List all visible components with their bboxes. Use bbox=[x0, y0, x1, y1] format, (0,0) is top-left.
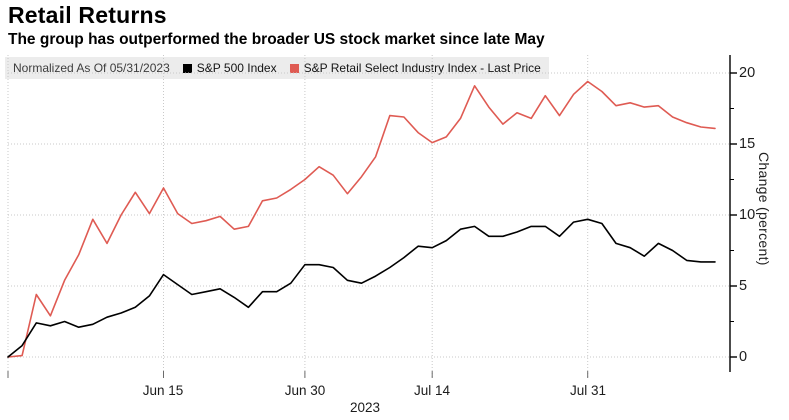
y-tick-label-5: 5 bbox=[739, 278, 748, 294]
x-tick-label-jul31: Jul 31 bbox=[569, 383, 607, 398]
x-axis-year-label: 2023 bbox=[349, 400, 381, 415]
series-line-retail bbox=[7, 80, 716, 358]
legend-item-sp500: S&P 500 Index bbox=[182, 61, 277, 75]
series-line-sp500 bbox=[7, 218, 716, 358]
y-tick-label-20: 20 bbox=[739, 65, 756, 81]
legend-item-retail: S&P Retail Select Industry Index - Last … bbox=[289, 61, 541, 75]
legend-label-retail: S&P Retail Select Industry Index - Last … bbox=[303, 61, 541, 75]
sp500-swatch-icon bbox=[182, 63, 192, 73]
x-tick-label-jun15: Jun 15 bbox=[142, 383, 184, 398]
x-tick-label-jun30: Jun 30 bbox=[284, 383, 326, 398]
page-title: Retail Returns bbox=[8, 2, 167, 28]
y-tick-label-15: 15 bbox=[739, 136, 756, 152]
y-axis-title: Change (percent) bbox=[756, 152, 772, 266]
y-tick-label-0: 0 bbox=[739, 349, 748, 365]
x-tick-label-jul14: Jul 14 bbox=[413, 383, 451, 398]
legend-note: Normalized As Of 05/31/2023 bbox=[13, 61, 170, 75]
retail-swatch-icon bbox=[289, 63, 299, 73]
y-tick-label-10: 10 bbox=[739, 207, 756, 223]
legend-label-sp500: S&P 500 Index bbox=[196, 61, 277, 75]
chart-subtitle: The group has outperformed the broader U… bbox=[8, 31, 545, 48]
